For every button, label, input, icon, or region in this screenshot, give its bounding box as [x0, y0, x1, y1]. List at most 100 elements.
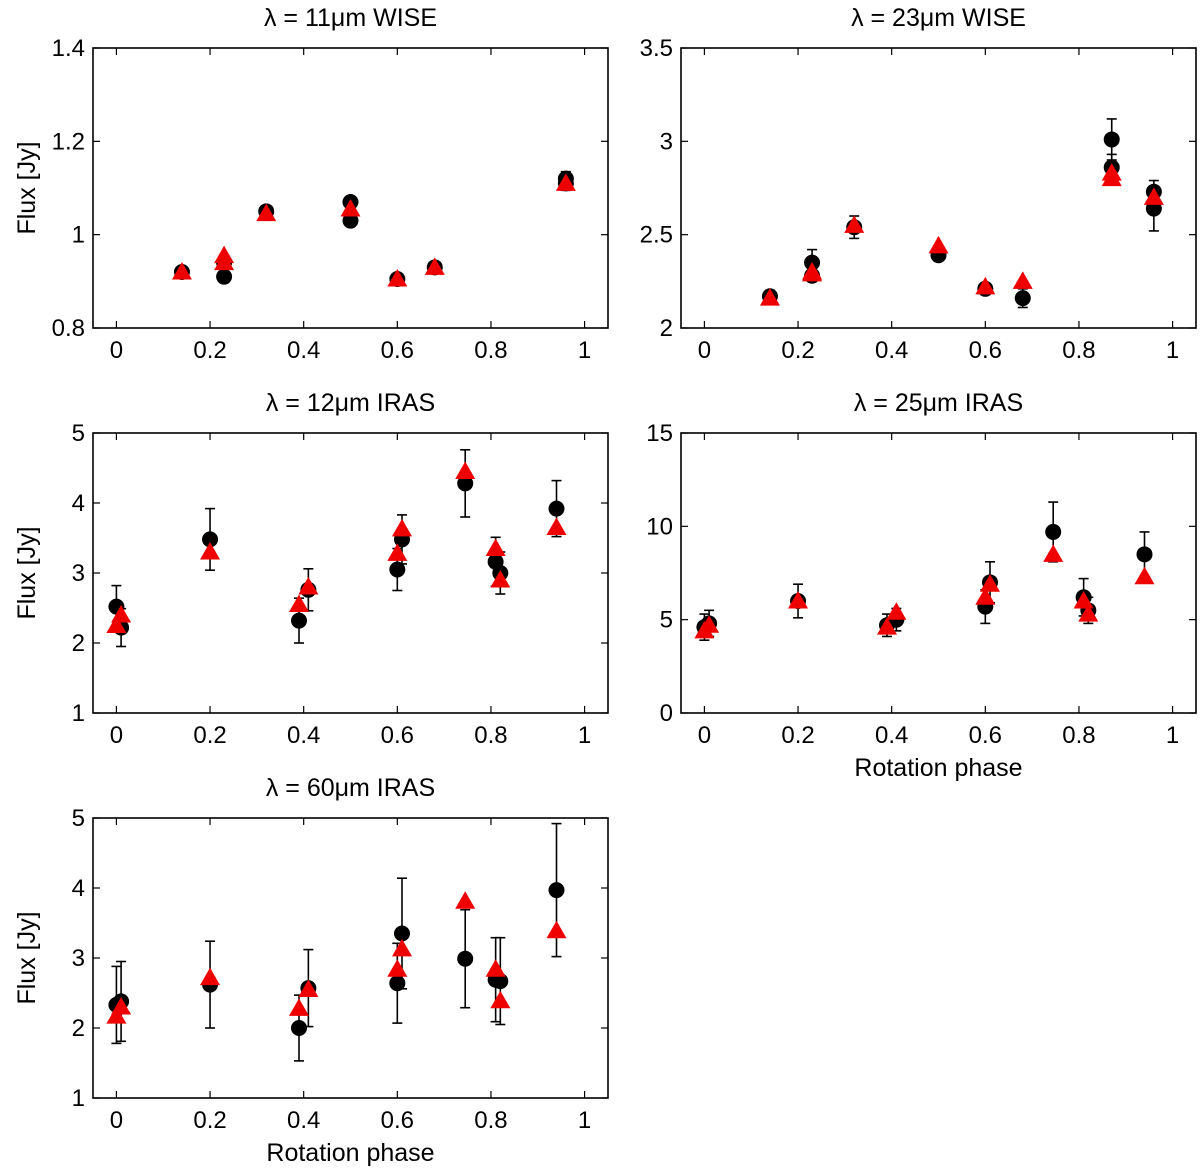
- y-tick-label: 5: [660, 607, 673, 634]
- data-point-circle: [1136, 546, 1153, 563]
- data-point-triangle: [980, 574, 1000, 592]
- y-tick-label: 4: [72, 490, 85, 517]
- data-point-triangle: [490, 570, 511, 588]
- y-tick-label: 3: [660, 128, 673, 155]
- data-point-circle: [291, 1020, 307, 1036]
- data-point-triangle: [455, 891, 476, 909]
- data-point-triangle: [699, 615, 720, 633]
- data-point-triangle: [975, 276, 996, 295]
- data-point-circle: [216, 268, 233, 285]
- y-tick-label: 2: [72, 630, 85, 657]
- data-point-triangle: [106, 615, 127, 633]
- data-point-triangle: [111, 605, 132, 623]
- panel-p2: 0 0.2 0.4 0.6 0.8 1 2 2.5 3 3.5 λ = 23μm WISE: [640, 4, 1197, 364]
- data-point-triangle: [424, 257, 445, 275]
- x-tick-label: 0.6: [381, 722, 414, 749]
- data-point-circle: [548, 500, 565, 517]
- x-tick-label: 0.8: [474, 722, 507, 749]
- x-tick-label: 0: [698, 722, 711, 749]
- x-axis-label: Rotation phase: [266, 1139, 434, 1167]
- data-point-triangle: [200, 542, 221, 560]
- y-tick-label: 1.4: [52, 35, 85, 62]
- data-point-circle: [291, 612, 307, 629]
- data-point-circle: [202, 531, 219, 548]
- data-point-circle: [1103, 131, 1120, 148]
- data-point-circle: [548, 882, 565, 899]
- y-axis-label: Flux [Jy]: [13, 911, 41, 1004]
- panel-title: λ = 23μm WISE: [851, 4, 1026, 32]
- x-tick-label: 0.4: [875, 722, 908, 749]
- data-point-triangle: [788, 591, 809, 609]
- x-tick-label: 1: [1166, 337, 1179, 364]
- x-tick-label: 0.6: [969, 337, 1002, 364]
- x-tick-label: 0.8: [474, 337, 507, 364]
- data-point-circle: [457, 950, 474, 967]
- y-tick-label: 5: [72, 420, 85, 447]
- data-point-triangle: [298, 577, 319, 595]
- data-point-triangle: [392, 938, 412, 957]
- x-tick-label: 0.2: [781, 337, 814, 364]
- x-tick-label: 0.6: [969, 722, 1002, 749]
- data-point-triangle: [1101, 163, 1122, 181]
- data-point-triangle: [546, 920, 567, 939]
- data-point-triangle: [1143, 187, 1164, 205]
- data-point-circle: [492, 973, 509, 990]
- data-point-triangle: [340, 199, 361, 217]
- data-point-triangle: [546, 517, 567, 535]
- x-tick-label: 0: [110, 1107, 123, 1134]
- data-point-triangle: [111, 997, 132, 1015]
- data-point-triangle: [886, 602, 907, 620]
- y-tick-label: 15: [646, 420, 673, 447]
- axes-frame: [680, 47, 1197, 329]
- data-point-triangle: [106, 1006, 127, 1024]
- x-tick-label: 0.2: [193, 1107, 226, 1134]
- x-tick-label: 0.8: [1062, 722, 1095, 749]
- data-point-triangle: [387, 543, 408, 561]
- x-tick-label: 1: [1166, 722, 1179, 749]
- x-tick-label: 0.4: [287, 1107, 320, 1134]
- data-point-triangle: [289, 594, 309, 612]
- data-point-triangle: [387, 959, 408, 977]
- y-tick-label: 1: [72, 700, 85, 727]
- data-point-triangle: [171, 262, 192, 280]
- data-point-triangle: [455, 461, 476, 479]
- x-tick-label: 0.2: [193, 337, 226, 364]
- y-axis-label: Flux [Jy]: [13, 141, 41, 234]
- y-tick-label: 1: [72, 1085, 85, 1112]
- y-tick-label: 2.5: [640, 222, 673, 249]
- data-point-triangle: [1012, 271, 1033, 289]
- data-point-triangle: [928, 235, 949, 254]
- axes-frame: [680, 432, 1197, 714]
- data-point-circle: [342, 212, 359, 229]
- x-axis-label: Rotation phase: [854, 754, 1022, 782]
- data-point-triangle: [485, 959, 506, 977]
- data-point-triangle: [289, 998, 309, 1016]
- data-point-circle: [1045, 523, 1062, 540]
- panel-title: λ = 60μm IRAS: [266, 774, 435, 802]
- data-point-triangle: [759, 288, 780, 306]
- x-tick-label: 1: [578, 1107, 591, 1134]
- data-point-triangle: [298, 979, 319, 997]
- y-axis-label: Flux [Jy]: [13, 526, 41, 619]
- y-tick-label: 4: [72, 875, 85, 902]
- x-tick-label: 0.2: [781, 722, 814, 749]
- data-point-triangle: [1134, 566, 1155, 585]
- data-point-circle: [389, 561, 406, 578]
- data-point-triangle: [200, 967, 221, 986]
- data-point-triangle: [555, 173, 576, 191]
- data-point-triangle: [214, 245, 235, 264]
- y-tick-label: 1: [72, 222, 85, 249]
- panel-title: λ = 12μm IRAS: [266, 389, 435, 417]
- panel-title: λ = 11μm WISE: [264, 4, 437, 32]
- y-tick-label: 10: [646, 513, 673, 540]
- x-tick-label: 0.4: [875, 337, 908, 364]
- y-tick-label: 3.5: [640, 35, 673, 62]
- x-tick-label: 1: [578, 337, 591, 364]
- data-point-circle: [394, 925, 410, 942]
- x-tick-label: 0.8: [1062, 337, 1095, 364]
- y-tick-label: 3: [72, 560, 85, 587]
- panel-p5: 0 0.2 0.4 0.6 0.8 1 1 2 3 4 5 λ = 60μm IRAS Flux [Jy…: [13, 774, 609, 1167]
- data-point-triangle: [1043, 544, 1064, 562]
